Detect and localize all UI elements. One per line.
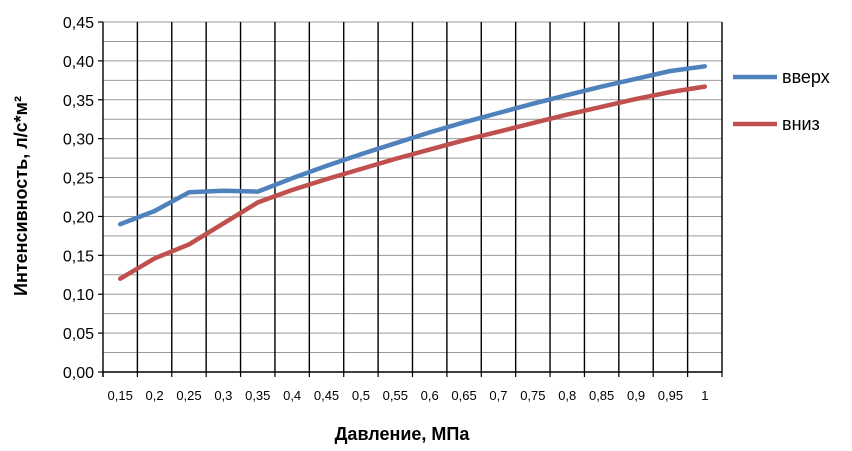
series-line <box>117 84 708 281</box>
y-tick-label: 0,15 <box>63 248 94 265</box>
x-tick-label: 0,95 <box>658 388 683 403</box>
y-tick-label: 0,20 <box>63 209 94 226</box>
x-tick-label: 0,25 <box>176 388 201 403</box>
y-tick-label: 0,45 <box>63 15 94 32</box>
x-tick-label: 0,45 <box>314 388 339 403</box>
y-tick-labels: 0,00 0,05 0,10 0,15 0,20 0,25 0,30 0,35 0,40 0,45 <box>63 15 94 382</box>
y-tick-label: 0,25 <box>63 171 94 188</box>
series-lines <box>117 64 708 281</box>
x-tick-label: 0,5 <box>352 388 370 403</box>
x-tick-label: 0,2 <box>146 388 164 403</box>
y-tick-label: 0,10 <box>63 287 94 304</box>
y-tick-label: 0,40 <box>63 54 94 71</box>
x-tick-label: 0,6 <box>421 388 439 403</box>
x-tick-label: 0,65 <box>451 388 476 403</box>
y-tick-label: 0,00 <box>63 365 94 382</box>
x-axis-title: Давление, МПа <box>335 424 471 444</box>
x-tick-label: 0,35 <box>245 388 270 403</box>
x-tick-label: 0,8 <box>558 388 576 403</box>
vertical-gridlines <box>136 22 723 372</box>
x-tick-label: 0,9 <box>627 388 645 403</box>
x-tick-label: 0,55 <box>383 388 408 403</box>
x-tick-label: 0,15 <box>108 388 133 403</box>
x-tick-label: 1 <box>701 388 708 403</box>
x-tick-label: 0,85 <box>589 388 614 403</box>
y-tick-label: 0,35 <box>63 93 94 110</box>
series-line <box>117 64 708 227</box>
y-tick-label: 0,05 <box>63 326 94 343</box>
x-tick-label: 0,7 <box>489 388 507 403</box>
y-tick-label: 0,30 <box>63 132 94 149</box>
x-tick-label: 0,3 <box>214 388 232 403</box>
legend-label: вверх <box>782 67 830 87</box>
x-tick-label: 0,4 <box>283 388 301 403</box>
axes <box>98 21 723 377</box>
y-axis-title: Интенсивность, л/с*м² <box>11 96 31 296</box>
legend-label: вниз <box>782 114 820 134</box>
x-tick-labels: 0,15 0,2 0,25 0,3 0,35 0,4 0,45 0,5 0,55 0,6 0,65 0… <box>108 388 709 403</box>
legend: вверх вниз <box>733 67 830 134</box>
x-tick-label: 0,75 <box>520 388 545 403</box>
